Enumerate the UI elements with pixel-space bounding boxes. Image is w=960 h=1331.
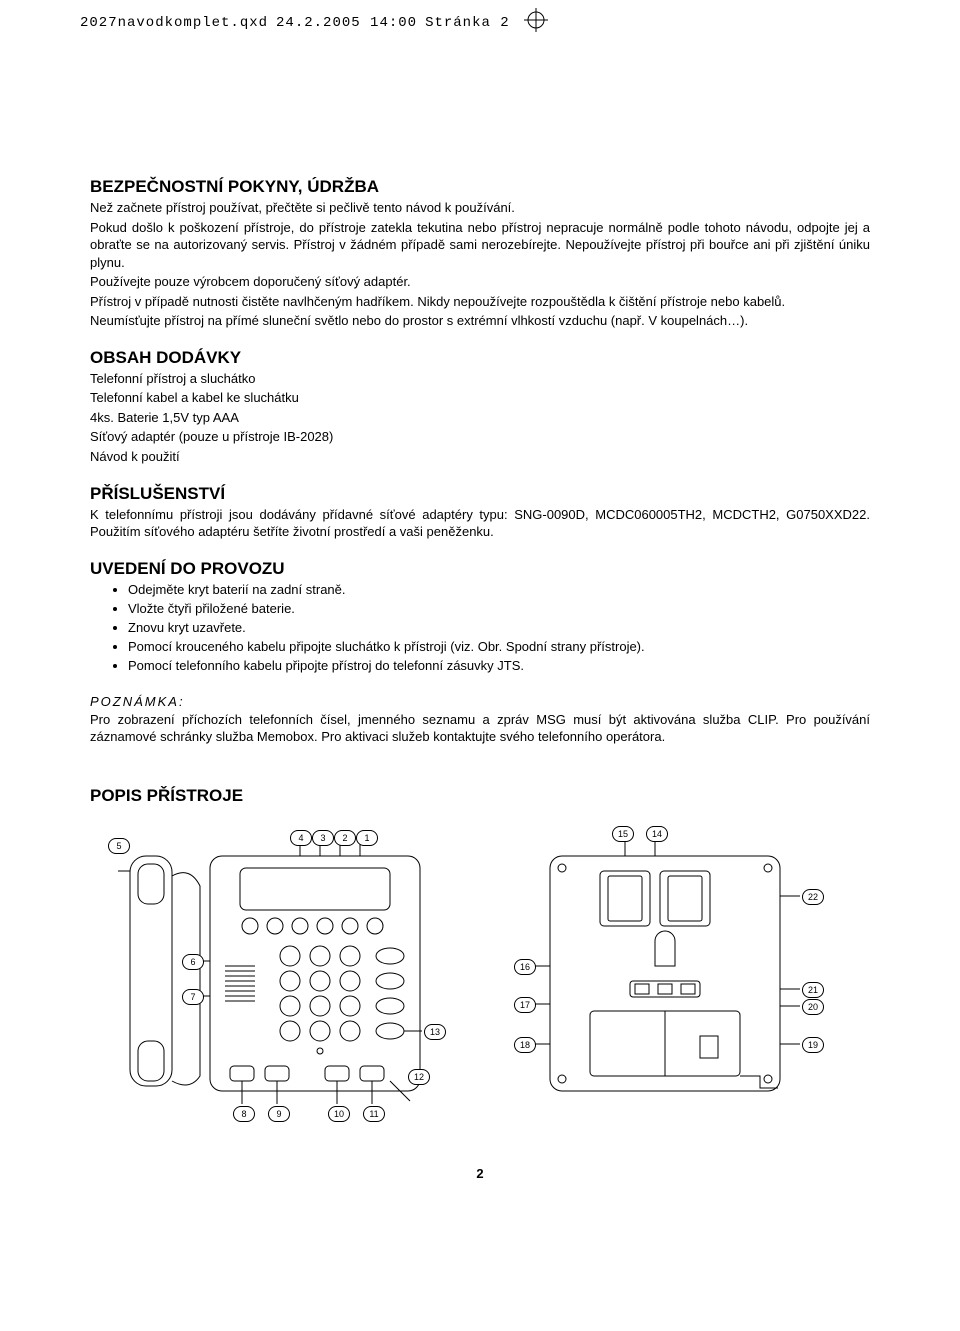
contents-line-3: Síťový adaptér (pouze u přístroje IB-202… (90, 428, 870, 446)
setup-item-4: Pomocí telefonního kabelu připojte příst… (128, 657, 870, 675)
section-contents: OBSAH DODÁVKY Telefonní přístroj a sluch… (90, 348, 870, 466)
setup-list: Odejměte kryt baterií na zadní straně. V… (90, 581, 870, 676)
callout-22: 22 (802, 889, 824, 905)
safety-p5: Neumísťujte přístroj na přímé sluneční s… (90, 312, 870, 330)
callout-10: 10 (328, 1106, 350, 1122)
note-p1: Pro zobrazení příchozích telefonních čís… (90, 711, 870, 746)
safety-p2: Pokud došlo k poškození přístroje, do př… (90, 219, 870, 272)
registration-mark-icon (524, 8, 548, 37)
callout-17: 17 (514, 997, 536, 1013)
diagram-row: 5 4 3 2 1 6 7 13 12 8 9 10 11 (90, 826, 870, 1126)
safety-p1: Než začnete přístroj používat, přečtěte … (90, 199, 870, 217)
setup-item-1: Vložte čtyři přiložené baterie. (128, 600, 870, 618)
note-label: POZNÁMKA: (90, 694, 870, 709)
contents-line-4: Návod k použití (90, 448, 870, 466)
section-safety: BEZPEČNOSTNÍ POKYNY, ÚDRŽBA Než začnete … (90, 177, 870, 330)
callout-15: 15 (612, 826, 634, 842)
heading-accessories: PŘÍSLUŠENSTVÍ (90, 484, 870, 504)
callout-4: 4 (290, 830, 312, 846)
meta-filename: 2027navodkomplet.qxd (80, 15, 268, 31)
contents-line-0: Telefonní přístroj a sluchátko (90, 370, 870, 388)
callout-3: 3 (312, 830, 334, 846)
callout-1: 1 (356, 830, 378, 846)
phone-front-icon (90, 826, 460, 1126)
callout-16: 16 (514, 959, 536, 975)
heading-description: POPIS PŘÍSTROJE (90, 786, 870, 806)
callout-7: 7 (182, 989, 204, 1005)
phone-back-icon (500, 826, 840, 1126)
setup-item-2: Znovu kryt uzavřete. (128, 619, 870, 637)
section-note: POZNÁMKA: Pro zobrazení příchozích telef… (90, 694, 870, 746)
heading-contents: OBSAH DODÁVKY (90, 348, 870, 368)
callout-20: 20 (802, 999, 824, 1015)
section-accessories: PŘÍSLUŠENSTVÍ K telefonnímu přístroji js… (90, 484, 870, 541)
callout-18: 18 (514, 1037, 536, 1053)
setup-item-3: Pomocí krouceného kabelu připojte sluchá… (128, 638, 870, 656)
callout-21: 21 (802, 982, 824, 998)
contents-line-1: Telefonní kabel a kabel ke sluchátku (90, 389, 870, 407)
diagram-back: 15 14 22 16 21 17 20 18 19 (500, 826, 840, 1126)
callout-5: 5 (108, 838, 130, 854)
section-setup: UVEDENÍ DO PROVOZU Odejměte kryt baterií… (90, 559, 870, 676)
callout-2: 2 (334, 830, 356, 846)
page-number: 2 (90, 1166, 870, 1181)
document-page: 2027navodkomplet.qxd 24.2.2005 14:00 Str… (0, 0, 960, 1221)
callout-8: 8 (233, 1106, 255, 1122)
contents-line-2: 4ks. Baterie 1,5V typ AAA (90, 409, 870, 427)
callout-14: 14 (646, 826, 668, 842)
callout-11: 11 (363, 1106, 385, 1122)
setup-item-0: Odejměte kryt baterií na zadní straně. (128, 581, 870, 599)
accessories-p1: K telefonnímu přístroji jsou dodávány př… (90, 506, 870, 541)
callout-13: 13 (424, 1024, 446, 1040)
callout-19: 19 (802, 1037, 824, 1053)
heading-setup: UVEDENÍ DO PROVOZU (90, 559, 870, 579)
heading-safety: BEZPEČNOSTNÍ POKYNY, ÚDRŽBA (90, 177, 870, 197)
meta-datetime: 24.2.2005 14:00 (276, 15, 417, 31)
content-area: BEZPEČNOSTNÍ POKYNY, ÚDRŽBA Než začnete … (0, 37, 960, 1221)
callout-6: 6 (182, 954, 204, 970)
safety-p3: Používejte pouze výrobcem doporučený síť… (90, 273, 870, 291)
meta-pagelabel: Stránka 2 (425, 15, 510, 31)
diagram-front: 5 4 3 2 1 6 7 13 12 8 9 10 11 (90, 826, 460, 1126)
callout-9: 9 (268, 1106, 290, 1122)
header-meta: 2027navodkomplet.qxd 24.2.2005 14:00 Str… (0, 0, 960, 37)
safety-p4: Přístroj v případě nutnosti čistěte navl… (90, 293, 870, 311)
callout-12: 12 (408, 1069, 430, 1085)
section-description: POPIS PŘÍSTROJE (90, 786, 870, 1126)
